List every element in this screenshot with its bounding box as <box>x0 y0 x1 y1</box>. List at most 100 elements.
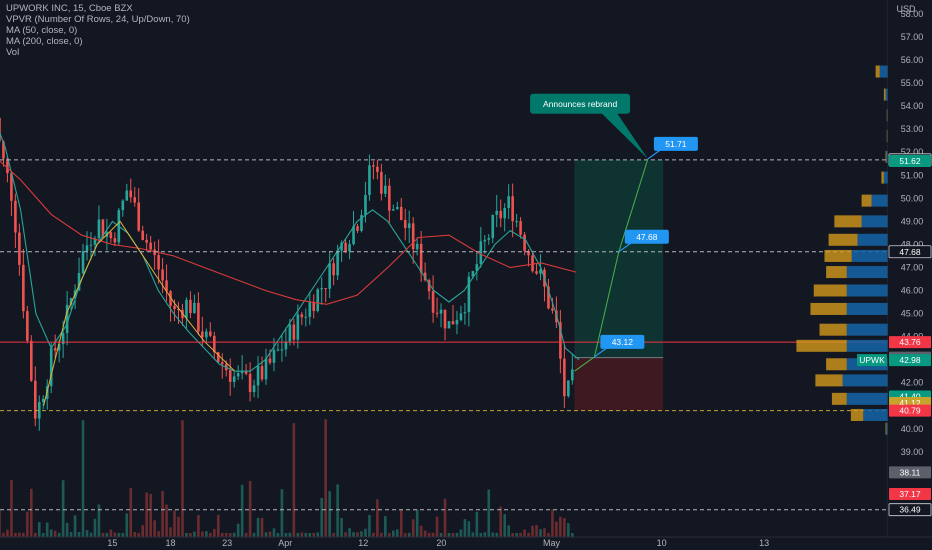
volume-bar <box>475 511 479 537</box>
candle-body <box>288 324 292 342</box>
volume-bar <box>212 528 216 537</box>
volume-bar <box>467 521 471 537</box>
volume-bar <box>559 516 562 537</box>
price-tag-label: 38.11 <box>900 467 921 477</box>
callout-box[interactable] <box>600 334 645 349</box>
candle-body <box>228 370 232 383</box>
volume-bar <box>535 525 538 537</box>
callout-box[interactable] <box>653 136 698 151</box>
vp-down-bar <box>824 249 852 262</box>
callout-label: 43.12 <box>612 337 634 347</box>
candle-body <box>244 370 248 374</box>
price-tag-label: 51.62 <box>899 156 921 166</box>
volume-bar <box>185 532 188 537</box>
candle-body <box>399 206 403 221</box>
vp-down-bar <box>815 374 843 387</box>
candle-body <box>6 158 9 174</box>
candle-body <box>300 314 304 318</box>
volume-bar <box>519 532 522 537</box>
indicator-legend: UPWORK INC, 15, Cboe BZX VPVR (Number Of… <box>6 3 190 58</box>
volume-bar <box>539 529 542 537</box>
volume-bar <box>483 532 487 537</box>
annotation-box[interactable] <box>530 93 631 114</box>
candle-body <box>173 305 176 310</box>
candle-body <box>240 370 244 374</box>
symbol-title[interactable]: UPWORK INC, 15, Cboe BZX <box>6 3 133 14</box>
vp-down-bar <box>883 88 886 101</box>
vp-up-bar <box>846 323 888 336</box>
candle-body <box>352 226 355 245</box>
price-axis-bg <box>888 0 932 537</box>
candle-body <box>65 304 69 334</box>
projection-line[interactable]: 43.12 47.68 51.71 <box>574 136 698 372</box>
vp-up-bar <box>846 266 888 279</box>
volume-bar <box>388 532 391 537</box>
ticker-label: UPWK <box>859 355 885 365</box>
price-tag <box>889 354 931 367</box>
candle-body <box>503 207 506 219</box>
long-position-tool[interactable] <box>574 159 664 411</box>
volume-bar <box>216 514 220 537</box>
candle-body <box>340 242 343 251</box>
candle-body <box>356 226 359 231</box>
annotations[interactable]: Announces rebrand <box>530 93 648 159</box>
price-tick-label: 58.00 <box>901 9 924 19</box>
volume-bar <box>443 498 447 537</box>
candle-body <box>69 298 73 305</box>
candle-body <box>61 333 65 345</box>
candle-body <box>93 238 97 245</box>
time-tick-label: Apr <box>278 538 292 548</box>
time-axis[interactable]: 15 18 23 Apr 12 20 May 10 13 <box>0 536 932 548</box>
price-axis[interactable]: 39.0040.0041.0042.0043.0044.0045.0046.00… <box>887 0 932 537</box>
candle-body <box>141 230 144 240</box>
vp-down-bar <box>831 392 847 405</box>
candle-body <box>435 312 439 314</box>
legend-ma200[interactable]: MA (200, close, 0) <box>6 36 83 47</box>
price-tag-label: 40.79 <box>899 406 921 416</box>
price-tag-label: 42.98 <box>899 355 921 365</box>
candle-body <box>41 398 45 402</box>
volume-bar <box>6 529 9 537</box>
projection-path[interactable] <box>574 158 649 372</box>
callout-box[interactable] <box>624 229 669 244</box>
vp-down-bar <box>885 150 887 163</box>
volume-bar <box>2 532 5 537</box>
volume-bar <box>129 488 133 537</box>
candle-body <box>185 299 188 319</box>
volume-bar <box>431 532 435 537</box>
candle-body <box>133 197 137 203</box>
volume-bar <box>348 528 351 537</box>
trend-line <box>43 220 236 406</box>
volume-bar <box>85 530 89 537</box>
price-tag <box>889 336 931 349</box>
legend-vpvr[interactable]: VPVR (Number Of Rows, 24, Up/Down, 70) <box>6 14 190 25</box>
volume-bar <box>57 532 61 537</box>
volume-bar <box>364 528 367 537</box>
horizontal-levels[interactable] <box>0 159 888 511</box>
volume-bar <box>411 519 415 537</box>
volume-bar <box>209 532 212 537</box>
candle-body <box>197 302 200 332</box>
volume-profile <box>796 65 888 435</box>
volume-bar <box>161 490 164 537</box>
vp-up-bar <box>842 374 888 387</box>
volume-bar <box>292 423 296 537</box>
vp-up-bar <box>861 215 888 228</box>
vp-down-bar <box>819 323 847 336</box>
candle-body <box>407 223 411 229</box>
candle-body <box>527 250 530 256</box>
volume-bar <box>101 533 105 537</box>
volume-bar <box>563 518 566 537</box>
price-tick-label: 49.00 <box>901 216 924 226</box>
candle-body <box>30 340 33 381</box>
candle-body <box>256 366 260 386</box>
legend-ma50[interactable]: MA (50, close, 0) <box>6 25 78 36</box>
volume-bar <box>173 510 176 537</box>
price-tick-label: 51.00 <box>901 170 924 180</box>
volume-bar <box>256 517 260 537</box>
volume-bar <box>332 532 335 537</box>
volume-bar <box>236 523 240 537</box>
legend-vol[interactable]: Vol <box>6 47 20 58</box>
volume-bar <box>407 532 411 537</box>
